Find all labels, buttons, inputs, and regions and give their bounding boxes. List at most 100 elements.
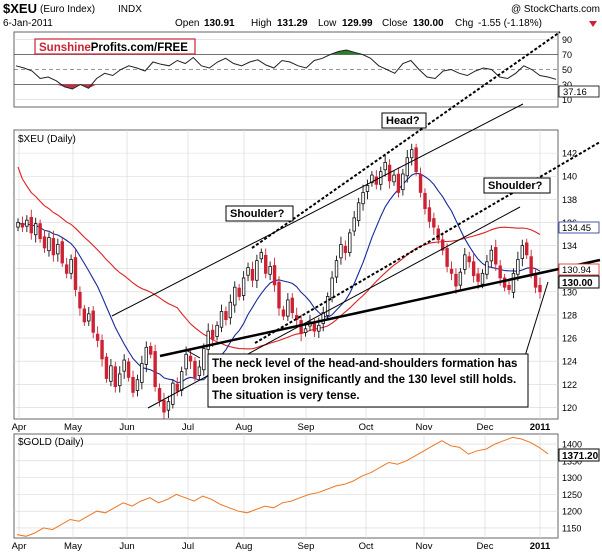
candle-body: [219, 311, 224, 328]
candle-body: [445, 247, 449, 267]
candle-body: [383, 161, 387, 171]
candle-body: [502, 277, 507, 288]
candle-body: [264, 254, 268, 274]
candle-body: [370, 174, 374, 184]
candle-body: [449, 268, 454, 274]
candle-body: [334, 260, 339, 278]
candle-body: [162, 400, 166, 413]
candle-body: [321, 312, 325, 324]
right-shoulder-box: [483, 177, 551, 194]
gold-price-line: [16, 436, 549, 537]
channel-lower-dashed: [254, 141, 601, 344]
candle-body: [197, 366, 202, 376]
candle-body: [272, 265, 277, 286]
candle-body: [140, 363, 144, 383]
price-tick-label: 120: [562, 403, 577, 413]
gold-month-label: Apr: [12, 541, 27, 552]
candle-body: [29, 216, 33, 234]
gold-month-label: Aug: [236, 541, 253, 552]
candle-body: [104, 356, 109, 379]
price-month-label: May: [64, 422, 82, 433]
candle-body: [131, 376, 135, 393]
candle-body: [525, 242, 529, 256]
candle-body: [485, 261, 489, 275]
candle-body: [511, 272, 516, 293]
logo-box: [34, 38, 196, 55]
gold-last-value: 1371.20: [562, 451, 599, 462]
candle-body: [16, 222, 20, 228]
price-month-label: Jul: [182, 422, 194, 433]
open-label: Open: [175, 18, 199, 29]
candle-body: [290, 297, 294, 314]
candle-body: [60, 241, 64, 264]
price-month-label: Jun: [119, 422, 134, 433]
candle-body: [118, 373, 122, 387]
chg-label: Chg: [455, 18, 473, 29]
candle-body: [458, 271, 463, 286]
gold-tick-label: 1200: [562, 507, 582, 517]
candle-body: [69, 259, 73, 274]
rsi-tick-label: 90: [562, 35, 572, 45]
gold-month-label: 2011: [530, 541, 551, 552]
gold-panel: [13, 433, 559, 539]
candle-body: [157, 388, 162, 401]
candle-body: [78, 291, 82, 309]
candle-body: [188, 355, 193, 362]
candle-body: [38, 223, 42, 240]
high-value: 131.29: [277, 18, 308, 29]
logo: SunshineProfits.com/FREE: [39, 42, 188, 54]
candle-body: [281, 309, 286, 317]
price-tick-label: 126: [562, 334, 577, 344]
candle-body: [325, 296, 330, 316]
candle-body: [299, 320, 303, 334]
candle-body: [454, 273, 458, 287]
candle-body: [144, 346, 148, 365]
price-tick-label: 134: [562, 241, 577, 251]
gold-tick-label: 1150: [562, 523, 581, 533]
candle-body: [401, 173, 405, 191]
candle-body: [73, 257, 78, 290]
candle-body: [202, 348, 206, 371]
gold-month-label: May: [64, 541, 82, 552]
candle-body: [520, 245, 525, 259]
candle-body: [122, 359, 126, 372]
candle-body: [343, 245, 348, 253]
ma-red-label-box: [558, 263, 600, 276]
price-month-label: Dec: [477, 422, 494, 433]
price-tick-label: 124: [562, 357, 577, 367]
low-label: Low: [318, 18, 337, 29]
candle-body: [471, 261, 476, 277]
callout-pointer: [185, 349, 201, 359]
candle-body: [423, 192, 427, 210]
close-value: 130.00: [413, 18, 444, 29]
high-label: High: [251, 18, 272, 29]
candle-body: [25, 219, 29, 227]
candle-body: [405, 157, 409, 177]
ma-red-label: 130.94: [562, 265, 591, 276]
channel-upper-dashed: [251, 31, 561, 249]
rsi-tick-label: 30: [562, 80, 572, 90]
head-label: Head?: [386, 115, 420, 127]
left-shoulder-box: [225, 205, 294, 222]
exchange-label: INDX: [118, 4, 142, 15]
rsi-tick-label: 70: [562, 50, 572, 60]
gold-month-label: Jun: [119, 541, 134, 552]
gold-tick-label: 1300: [562, 473, 582, 483]
candle-body: [436, 228, 440, 241]
candle-body: [396, 173, 401, 193]
chart-date: 6-Jan-2011: [3, 18, 53, 29]
price-tick-label: 138: [562, 195, 577, 205]
candle-body: [184, 353, 188, 370]
price-month-label: Aug: [236, 422, 253, 433]
note-text: The neck level of the head-and-shoulders…: [212, 358, 518, 402]
rsi-current-box: [558, 85, 600, 98]
logo-part2: Profits.com/FREE: [91, 42, 188, 54]
candle-body: [356, 202, 361, 222]
candle-body: [480, 272, 485, 285]
candle-body: [440, 239, 445, 251]
note-box: [207, 353, 529, 408]
candle-body: [193, 360, 197, 378]
close-label: Close: [382, 18, 408, 29]
candle-body: [113, 366, 118, 388]
candle-body: [259, 252, 264, 260]
